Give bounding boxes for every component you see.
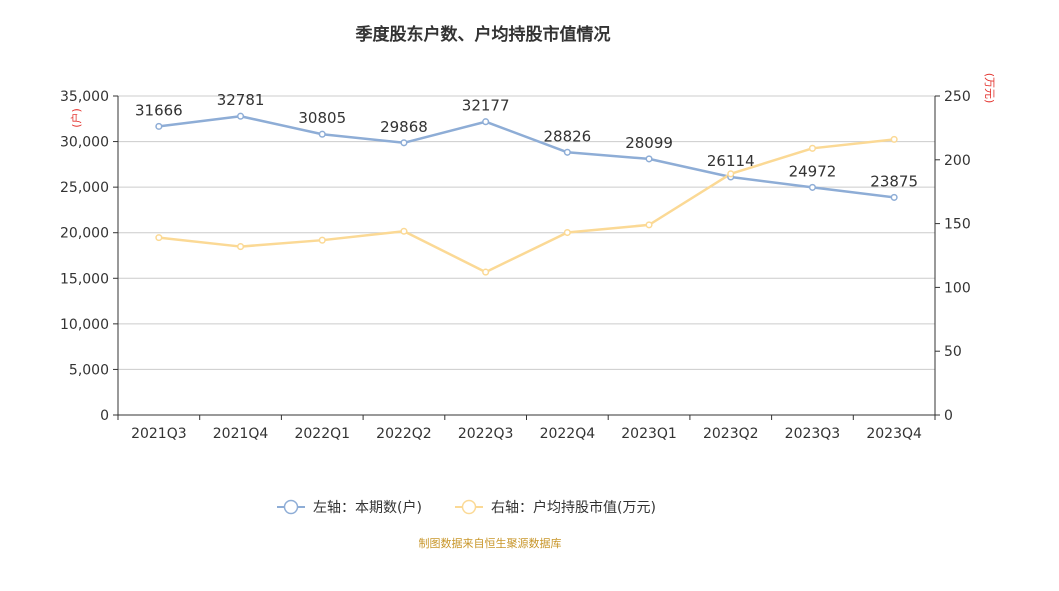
x-tick-label: 2022Q3 bbox=[458, 426, 514, 442]
legend-marker bbox=[283, 499, 299, 515]
data-point bbox=[808, 183, 817, 191]
data-point bbox=[237, 112, 245, 120]
data-labels: 31666 32781 30805 29868 32177 28826 28099 26114… bbox=[135, 91, 918, 190]
data-point bbox=[400, 139, 408, 147]
right-tick-label: 50 bbox=[944, 344, 962, 360]
series-points bbox=[155, 112, 898, 276]
x-tick-label: 2023Q3 bbox=[785, 426, 841, 442]
x-tick-label: 2023Q1 bbox=[621, 426, 677, 442]
series-line bbox=[158, 138, 895, 274]
x-tick-label: 2021Q4 bbox=[213, 426, 269, 442]
data-point bbox=[318, 236, 326, 244]
left-axis: 0 5,000 10,000 15,000 20,000 25,000 30,000 35,0… bbox=[60, 89, 119, 424]
x-tick-label: 2022Q2 bbox=[376, 426, 432, 442]
left-axis-unit: (户) bbox=[69, 108, 83, 128]
x-tick-label: 2022Q1 bbox=[294, 426, 350, 442]
data-point bbox=[482, 118, 490, 126]
data-label: 29868 bbox=[380, 118, 428, 136]
data-label: 30805 bbox=[298, 109, 346, 127]
left-tick-label: 0 bbox=[100, 408, 109, 424]
data-point bbox=[400, 227, 408, 235]
right-axis-unit: (万元) bbox=[983, 73, 996, 104]
right-tick-label: 200 bbox=[944, 153, 971, 169]
data-label: 23875 bbox=[870, 172, 918, 190]
left-tick-label: 20,000 bbox=[60, 226, 109, 242]
left-tick-label: 10,000 bbox=[60, 317, 109, 333]
data-label: 32781 bbox=[217, 91, 265, 109]
right-tick-label: 150 bbox=[944, 217, 971, 233]
data-label: 28826 bbox=[543, 127, 591, 145]
legend: 左轴：本期数(户) 右轴：户均持股市值(万元) bbox=[277, 499, 656, 516]
chart-title: 季度股东户数、户均持股市值情况 bbox=[355, 25, 611, 45]
data-point bbox=[237, 243, 245, 251]
data-point bbox=[563, 148, 571, 156]
x-tick-label: 2023Q4 bbox=[866, 426, 922, 442]
data-point bbox=[155, 234, 163, 242]
data-point bbox=[482, 268, 490, 276]
legend-marker bbox=[461, 499, 477, 515]
data-label: 26114 bbox=[707, 152, 755, 170]
right-tick-label: 0 bbox=[944, 408, 953, 424]
data-point bbox=[563, 228, 571, 237]
left-tick-label: 25,000 bbox=[60, 180, 109, 196]
legend-item: 左轴：本期数(户) bbox=[277, 499, 422, 516]
data-point bbox=[155, 122, 163, 130]
right-tick-label: 250 bbox=[944, 89, 971, 105]
right-axis: 0 50 100 150 200 250 (万元) bbox=[934, 73, 996, 424]
series-lines bbox=[158, 114, 895, 274]
right-tick-label: 100 bbox=[944, 280, 971, 296]
data-point bbox=[890, 135, 898, 143]
data-point bbox=[645, 155, 653, 163]
data-point bbox=[318, 130, 326, 138]
legend-label: 右轴：户均持股市值(万元) bbox=[491, 499, 656, 516]
legend-label: 左轴：本期数(户) bbox=[313, 499, 422, 516]
grid-lines bbox=[118, 95, 935, 370]
left-tick-label: 5,000 bbox=[69, 362, 109, 378]
data-point bbox=[808, 144, 817, 152]
left-tick-label: 15,000 bbox=[60, 271, 109, 287]
x-tick-label: 2022Q4 bbox=[540, 426, 596, 442]
series-line bbox=[158, 114, 895, 199]
data-label: 24972 bbox=[789, 162, 837, 180]
left-tick-label: 30,000 bbox=[60, 135, 109, 151]
x-axis: 2021Q3 2021Q4 2022Q1 2022Q2 2022Q3 2022Q4 2023… bbox=[117, 414, 936, 442]
data-label: 28099 bbox=[625, 134, 673, 152]
legend-item: 右轴：户均持股市值(万元) bbox=[455, 499, 656, 516]
data-label: 32177 bbox=[462, 97, 510, 115]
data-point bbox=[645, 221, 653, 229]
data-point bbox=[727, 170, 735, 178]
x-tick-label: 2021Q3 bbox=[131, 426, 187, 442]
x-tick-label: 2023Q2 bbox=[703, 426, 759, 442]
data-source-note: 制图数据来自恒生聚源数据库 bbox=[418, 537, 562, 550]
data-point bbox=[890, 193, 898, 201]
data-label: 31666 bbox=[135, 101, 183, 119]
left-tick-label: 35,000 bbox=[60, 89, 109, 105]
